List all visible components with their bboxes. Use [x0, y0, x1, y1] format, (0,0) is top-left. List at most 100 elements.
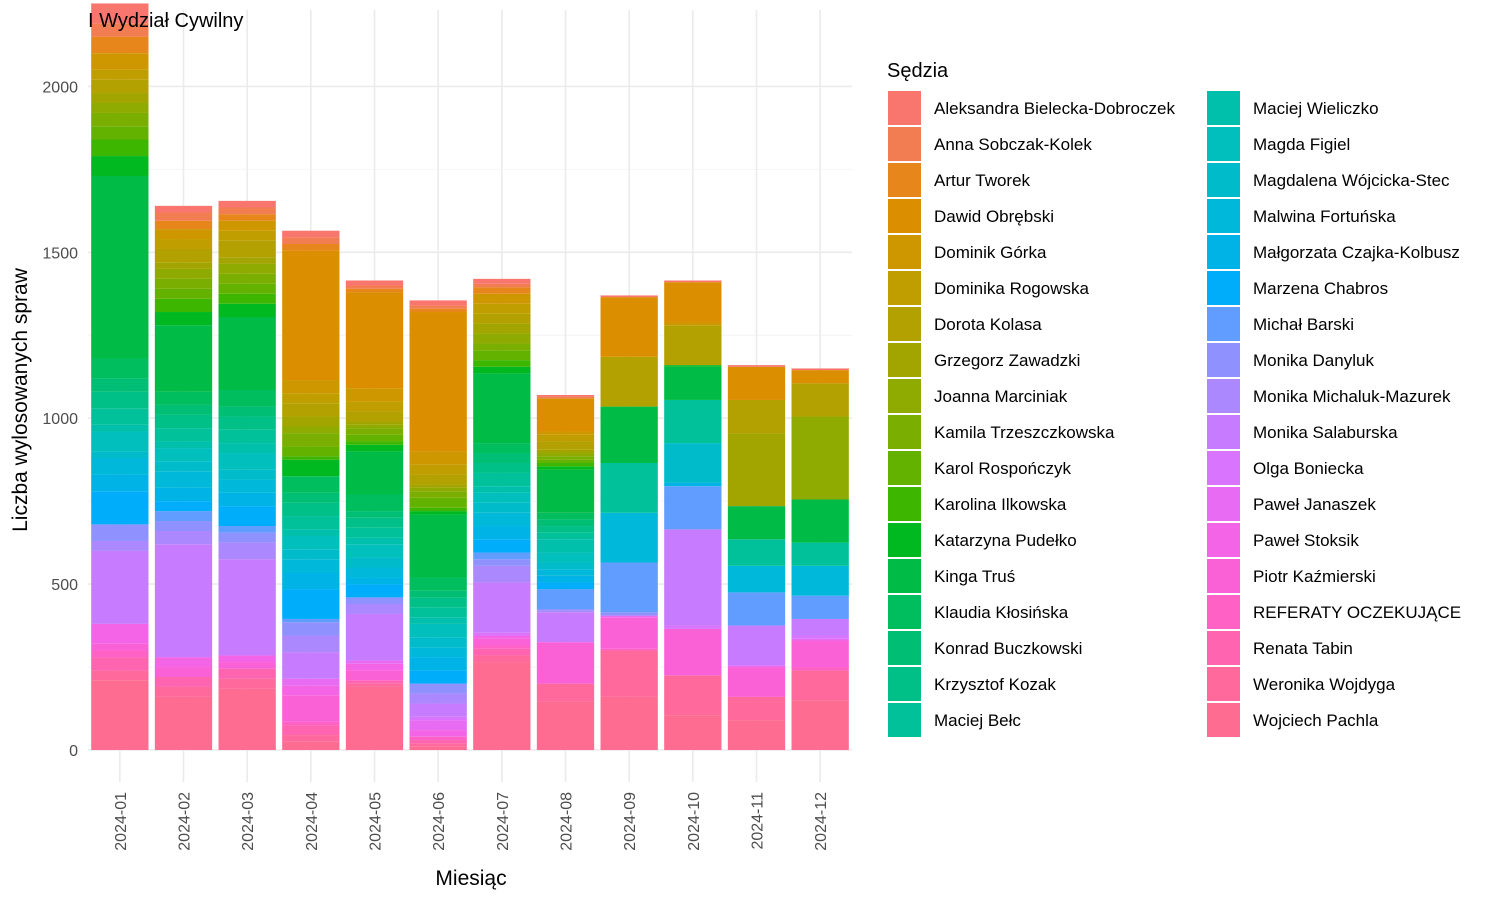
- bar-segment: [409, 484, 467, 488]
- bar-segment: [345, 663, 404, 671]
- x-tick-label: 2024-03: [240, 792, 257, 851]
- legend-item: Dawid Obrębski: [888, 199, 1054, 233]
- bar-segment: [218, 230, 276, 241]
- legend-item: Anna Sobczak-Kolek: [888, 127, 1092, 161]
- bar-segment: [345, 401, 404, 412]
- bar-segment: [409, 703, 467, 717]
- bar-segment: [218, 453, 276, 470]
- bar-segment: [154, 511, 213, 522]
- legend-key: [888, 235, 921, 269]
- bar-segment: [282, 237, 340, 245]
- bar-segment: [664, 399, 722, 444]
- bar-segment: [791, 370, 849, 384]
- bar-segment: [345, 434, 404, 442]
- bar-stack-2024-08: [536, 394, 595, 750]
- bar-segment: [600, 356, 658, 407]
- bar-segment: [536, 683, 595, 702]
- legend-label: Marzena Chabros: [1253, 279, 1388, 298]
- legend-key: [1207, 559, 1240, 593]
- bar-segment: [536, 394, 595, 397]
- bar-segment: [473, 443, 531, 454]
- legend-label: Dominika Rogowska: [934, 279, 1089, 298]
- legend-item: Paweł Janaszek: [1207, 487, 1376, 521]
- legend-key: [1207, 343, 1240, 377]
- bar-segment: [536, 532, 595, 540]
- bar-segment: [282, 685, 340, 696]
- bar-segment: [218, 200, 276, 208]
- bar-segment: [91, 79, 149, 94]
- bar-segment: [536, 398, 595, 432]
- bar-stack-2024-05: [345, 280, 404, 750]
- bar-segment: [473, 582, 531, 633]
- legend-label: Paweł Janaszek: [1253, 495, 1376, 514]
- bar-segment: [282, 446, 340, 457]
- legend-label: Karolina Ilkowska: [934, 495, 1067, 514]
- bar-segment: [536, 526, 595, 533]
- legend-label: Maciej Wieliczko: [1253, 99, 1379, 118]
- x-tick-label: 2024-02: [177, 792, 194, 851]
- bar-segment: [282, 695, 340, 722]
- bar-segment: [727, 720, 786, 750]
- bar-segment: [536, 589, 595, 609]
- bar-segment: [345, 428, 404, 435]
- bar-segment: [218, 389, 276, 407]
- legend-item: Marzena Chabros: [1207, 271, 1388, 305]
- bar-segment: [600, 406, 658, 463]
- legend-label: Aleksandra Bielecka-Dobroczek: [934, 99, 1175, 118]
- bar-segment: [218, 283, 276, 294]
- bar-segment: [791, 670, 849, 701]
- legend-label: Karol Rospończyk: [934, 459, 1072, 478]
- bar-segment: [282, 230, 340, 238]
- bar-segment: [91, 53, 149, 70]
- legend-item: Dominika Rogowska: [888, 271, 1089, 305]
- legend-key: [888, 91, 921, 125]
- bar-segment: [473, 323, 531, 334]
- legend-item: Monika Michaluk-Mazurek: [1207, 379, 1451, 413]
- bar-segment: [154, 298, 213, 313]
- bar-segment: [282, 549, 340, 560]
- legend-key: [888, 523, 921, 557]
- legend-item: Michał Barski: [1207, 307, 1354, 341]
- bar-segment: [409, 497, 467, 508]
- bar-segment: [91, 623, 149, 644]
- legend-item: Krzysztof Kozak: [888, 667, 1056, 701]
- bar-segment: [218, 655, 276, 663]
- bar-segment: [409, 670, 467, 684]
- bar-segment: [154, 531, 213, 545]
- bar-segment: [727, 506, 786, 540]
- bar-segment: [154, 428, 213, 442]
- bar-segment: [791, 667, 849, 671]
- x-tick-label: 2024-01: [113, 792, 130, 851]
- legend-key: [1207, 199, 1240, 233]
- bar-segment: [409, 305, 467, 309]
- legend-item: Klaudia Kłosińska: [888, 595, 1069, 629]
- bar-segment: [473, 366, 531, 374]
- bar-segment: [154, 471, 213, 488]
- bar-segment: [727, 399, 786, 434]
- bar-segment: [536, 569, 595, 576]
- legend-item: Grzegorz Zawadzki: [888, 343, 1080, 377]
- bar-segment: [536, 519, 595, 527]
- bar-segment: [345, 517, 404, 528]
- bar-segment: [536, 612, 595, 643]
- bar-segment: [600, 617, 658, 649]
- bar-segment: [727, 539, 786, 566]
- bar-segment: [536, 701, 595, 750]
- x-tick-label: 2024-12: [813, 792, 830, 851]
- bar-segment: [536, 582, 595, 590]
- bar-segment: [791, 383, 849, 417]
- bar-segment: [282, 393, 340, 404]
- legend-item: Maciej Wieliczko: [1207, 91, 1379, 125]
- y-tick-label: 500: [51, 577, 78, 594]
- bar-segment: [409, 720, 467, 731]
- bar-segment: [218, 240, 276, 258]
- bar-segment: [91, 524, 149, 541]
- bar-segment: [600, 462, 658, 513]
- bar-segment: [473, 635, 531, 639]
- bar-segment: [409, 312, 467, 452]
- legend-label: Wojciech Pachla: [1253, 711, 1379, 730]
- bar-segment: [409, 740, 467, 744]
- bar-segment: [600, 297, 658, 357]
- bar-segment: [218, 443, 276, 454]
